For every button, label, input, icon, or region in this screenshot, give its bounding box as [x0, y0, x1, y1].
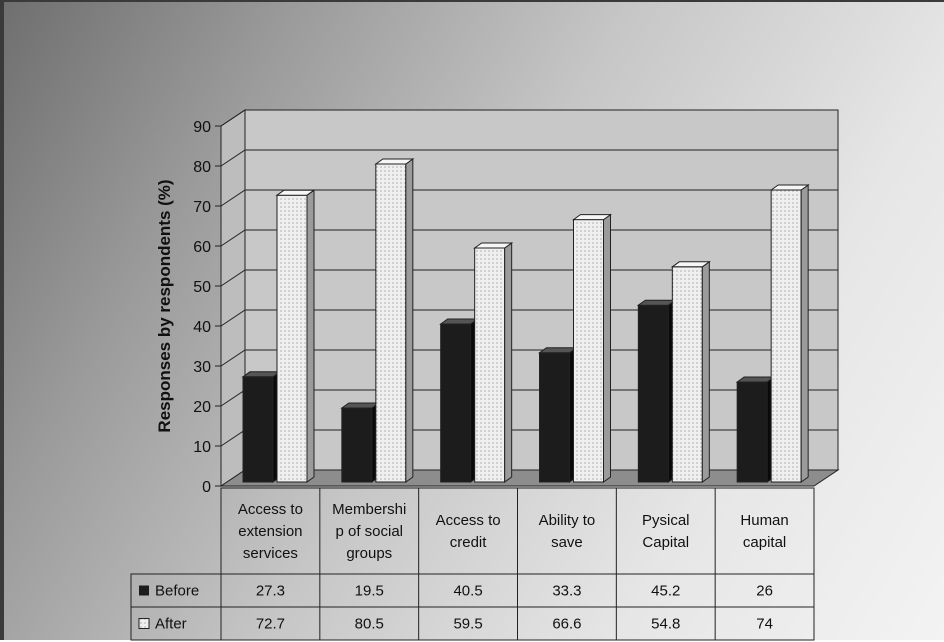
- bar-top: [439, 318, 480, 325]
- data-label: 40.5: [453, 583, 482, 600]
- gridline: [220, 149, 838, 167]
- y-tick-label: 90: [193, 119, 211, 136]
- data-label: 26: [756, 583, 773, 600]
- data-label: 45.2: [651, 583, 680, 600]
- x-category-label-line: extension: [238, 523, 302, 540]
- data-label: 59.5: [453, 616, 482, 633]
- data-label: 66.6: [552, 616, 581, 633]
- bar-side: [603, 213, 611, 483]
- x-category-label: Access to extension services: [238, 501, 303, 562]
- x-category-label: Ability to save: [539, 512, 596, 551]
- x-category-label: Membershi p of social groups: [332, 501, 406, 562]
- y-axis-title: Responses by respondents (%): [155, 179, 174, 432]
- bar-top: [537, 347, 579, 354]
- bar-front: [539, 352, 570, 483]
- bar-before: [241, 370, 282, 483]
- bar-after: [670, 260, 711, 483]
- x-category-label-line: Human: [740, 512, 788, 529]
- legend-key-before: [139, 585, 149, 596]
- bar-before: [537, 346, 579, 483]
- gridline: [220, 229, 838, 247]
- bar-top: [636, 299, 677, 306]
- x-category-label-line: Membershi: [332, 501, 406, 518]
- plot-side-wall: [220, 109, 246, 487]
- data-label: 80.5: [355, 616, 384, 633]
- x-category-label-line: capital: [743, 534, 786, 551]
- bar-before: [340, 402, 381, 483]
- x-category-label-line: Capital: [642, 534, 689, 551]
- bar-side: [504, 242, 513, 483]
- bar-front: [671, 266, 703, 483]
- y-tick-label: 10: [193, 439, 211, 456]
- bar-chart: 0 10 20 30 40 50 60 70 80 90 Responses by responde…: [130, 109, 840, 641]
- bar-top: [340, 402, 381, 409]
- bar-top: [670, 261, 711, 268]
- gridline: [220, 189, 838, 207]
- bar-top: [769, 184, 810, 191]
- bar-front: [736, 381, 768, 483]
- bar-top: [241, 371, 282, 378]
- bar-front: [573, 219, 604, 483]
- gridline: [220, 269, 838, 287]
- x-category-label-line: groups: [346, 545, 392, 562]
- bar-front: [276, 194, 308, 483]
- bar-front: [242, 376, 274, 483]
- x-category-label-line: Access to: [238, 501, 303, 518]
- bar-front: [375, 163, 407, 483]
- bar-side: [306, 189, 315, 483]
- bar-before: [439, 318, 480, 483]
- x-category-label: Pysical Capital: [642, 512, 690, 551]
- bar-top: [374, 158, 415, 165]
- bar-after: [473, 242, 514, 483]
- data-label: 33.3: [552, 583, 581, 600]
- x-category-label-line: Access to: [436, 512, 501, 529]
- x-category-label-line: Ability to: [539, 512, 596, 529]
- y-tick-label: 0: [202, 479, 211, 496]
- legend-label: After: [155, 616, 187, 633]
- bar-side: [405, 158, 414, 483]
- y-tick-label: 80: [193, 159, 211, 176]
- bar-front: [637, 304, 669, 483]
- x-category-label: Access to credit: [436, 512, 501, 551]
- bar-after: [374, 158, 415, 483]
- data-label: 19.5: [355, 583, 384, 600]
- bar-front: [440, 323, 472, 483]
- bar-front: [474, 247, 506, 483]
- data-label: 74: [756, 616, 773, 633]
- x-category-label-line: p of social: [335, 523, 403, 540]
- bar-after: [275, 189, 316, 483]
- y-tick-label: 40: [193, 319, 211, 336]
- bar-after: [571, 213, 613, 483]
- legend-label: Before: [155, 583, 199, 600]
- data-label: 27.3: [256, 583, 285, 600]
- y-tick-label: 70: [193, 199, 211, 216]
- bar-before: [636, 299, 677, 483]
- bar-top: [275, 189, 316, 196]
- legend-key-after: [138, 618, 150, 629]
- y-tick-label: 30: [193, 359, 211, 376]
- bar-top: [735, 376, 776, 383]
- x-category-label: Human capital: [740, 512, 788, 551]
- bar-side: [800, 184, 809, 483]
- bar-top: [473, 242, 514, 249]
- bar-top: [571, 214, 613, 221]
- y-tick-label: 50: [193, 279, 211, 296]
- data-label: 72.7: [256, 616, 285, 633]
- x-category-label-line: services: [243, 545, 298, 562]
- x-category-label-line: save: [551, 534, 583, 551]
- y-tick-label: 20: [193, 399, 211, 416]
- bar-before: [735, 376, 776, 483]
- bar-after: [769, 184, 810, 483]
- data-label: 54.8: [651, 616, 680, 633]
- bar-front: [770, 189, 802, 483]
- y-tick-label: 60: [193, 239, 211, 256]
- gridline: [220, 109, 838, 127]
- x-category-label-line: credit: [450, 534, 488, 551]
- x-category-label-line: Pysical: [642, 512, 690, 529]
- bar-side: [701, 260, 710, 483]
- bar-front: [341, 407, 373, 483]
